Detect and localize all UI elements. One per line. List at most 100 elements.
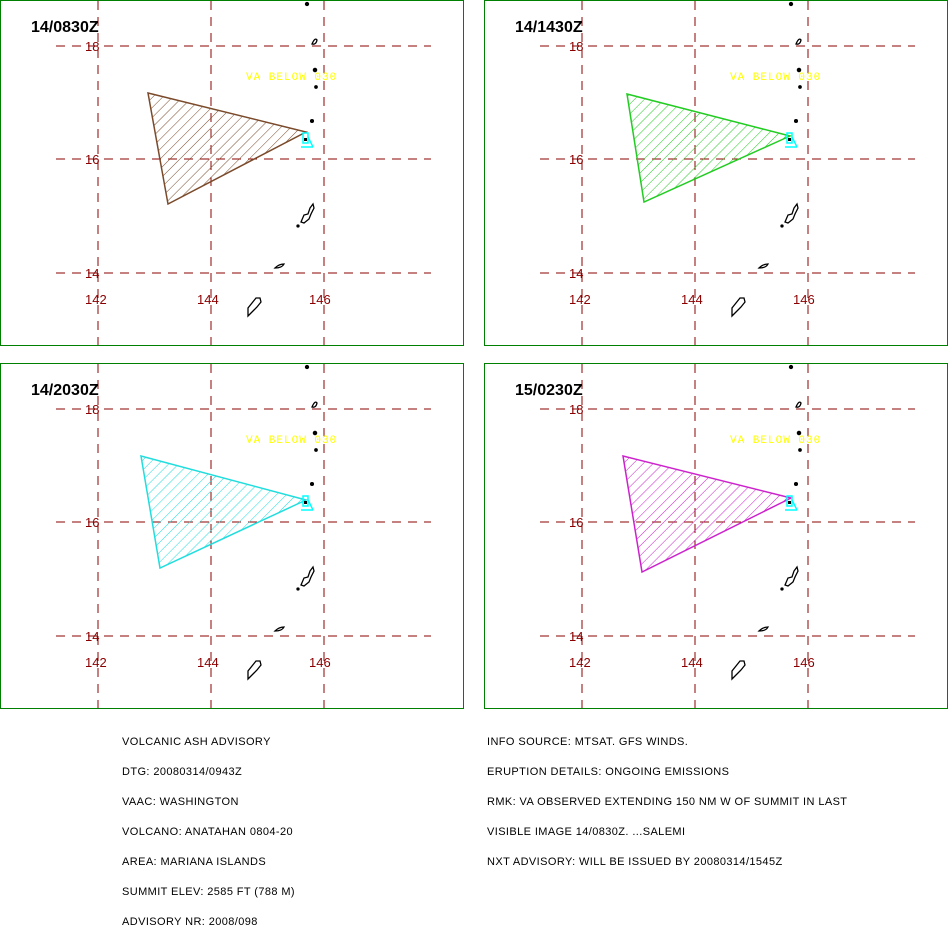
summit-marker-line <box>307 136 314 148</box>
va-height-annotation: VA BELOW 030 <box>246 72 337 84</box>
island <box>796 430 802 436</box>
mariana-islands <box>247 364 318 681</box>
island <box>757 263 770 269</box>
island <box>304 1 310 7</box>
advisory-number: ADVISORY NR: 2008/098 <box>122 916 258 928</box>
island <box>784 565 799 587</box>
advisory-volcano: VOLCANO: ANATAHAN 0804-20 <box>122 826 293 838</box>
latitude-label: 18 <box>85 39 99 54</box>
latitude-label: 14 <box>569 266 583 281</box>
island <box>793 118 799 124</box>
island-guam <box>731 297 746 318</box>
va-height-annotation: VA BELOW 030 <box>730 72 821 84</box>
longitude-label: 144 <box>197 292 219 307</box>
summit-marker-line <box>307 499 314 511</box>
advisory-dtg: DTG: 20080314/0943Z <box>122 766 243 778</box>
va-height-annotation: VA BELOW 030 <box>246 435 337 447</box>
island <box>796 67 802 73</box>
island <box>304 364 310 370</box>
panel-time: 15/0230Z <box>515 382 583 399</box>
summit-marker-dot <box>788 138 791 141</box>
summit-marker-line <box>791 499 798 511</box>
island <box>273 263 286 269</box>
island <box>314 448 318 452</box>
summit-marker <box>301 495 314 511</box>
latitude-label: 14 <box>569 629 583 644</box>
latitude-label: 16 <box>569 515 583 530</box>
longitude-label: 146 <box>309 292 331 307</box>
mariana-islands <box>731 364 802 681</box>
remark-line-1: RMK: VA OBSERVED EXTENDING 150 NM W OF S… <box>487 796 848 808</box>
longitude-label: 144 <box>681 655 703 670</box>
island-guam <box>247 297 262 318</box>
island <box>312 67 318 73</box>
island <box>312 430 318 436</box>
island <box>780 587 784 591</box>
latitude-label: 16 <box>85 515 99 530</box>
longitude-label: 146 <box>793 655 815 670</box>
eruption-details: ERUPTION DETAILS: ONGOING EMISSIONS <box>487 766 730 778</box>
latitude-label: 18 <box>569 39 583 54</box>
summit-marker-line <box>791 136 798 148</box>
summit-marker <box>785 132 798 148</box>
advisory-area: AREA: MARIANA ISLANDS <box>122 856 267 868</box>
island <box>309 118 315 124</box>
panel-map: 18 16 14 142 144 146 VA BELOW 030 <box>56 1 431 345</box>
longitude-label: 142 <box>85 292 107 307</box>
island <box>793 481 799 487</box>
latitude-label: 16 <box>569 152 583 167</box>
island <box>798 85 802 89</box>
advisory-vaac: VAAC: WASHINGTON <box>122 796 239 808</box>
latitude-label: 14 <box>85 629 99 644</box>
va-height-annotation: VA BELOW 030 <box>730 435 821 447</box>
latitude-label: 18 <box>569 402 583 417</box>
next-advisory: NXT ADVISORY: WILL BE ISSUED BY 20080314… <box>487 856 783 868</box>
summit-marker-dot <box>788 501 791 504</box>
panel-time: 14/2030Z <box>31 382 99 399</box>
island <box>795 401 802 408</box>
longitude-label: 142 <box>569 655 591 670</box>
advisory-remarks-block: INFO SOURCE: MTSAT. GFS WINDS. ERUPTION … <box>487 717 847 877</box>
info-source: INFO SOURCE: MTSAT. GFS WINDS. <box>487 736 689 748</box>
remark-line-2: VISIBLE IMAGE 14/0830Z. ...SALEMI <box>487 826 686 838</box>
longitude-label: 142 <box>85 655 107 670</box>
island <box>314 85 318 89</box>
latitude-label: 18 <box>85 402 99 417</box>
summit-marker <box>785 495 798 511</box>
advisory-header-block: VOLCANIC ASH ADVISORY DTG: 20080314/0943… <box>122 717 295 937</box>
panel-time: 14/1430Z <box>515 19 583 36</box>
longitude-label: 144 <box>197 655 219 670</box>
island <box>798 448 802 452</box>
latitude-label: 16 <box>85 152 99 167</box>
advisory-summit-elev: SUMMIT ELEV: 2585 FT (788 M) <box>122 886 295 898</box>
longitude-label: 146 <box>793 292 815 307</box>
latitude-label: 14 <box>85 266 99 281</box>
island-guam <box>731 660 746 681</box>
longitude-label: 142 <box>569 292 591 307</box>
advisory-title: VOLCANIC ASH ADVISORY <box>122 736 271 748</box>
island <box>296 224 300 228</box>
panel-map: 18 16 14 142 144 146 VA BELOW 030 <box>540 364 915 708</box>
forecast-panel-4: 18 16 14 142 144 146 VA BELOW 030 15/0230Z <box>484 363 948 709</box>
island <box>788 364 794 370</box>
island <box>780 224 784 228</box>
island <box>311 38 318 45</box>
island <box>757 626 770 632</box>
island <box>784 202 799 224</box>
island <box>795 38 802 45</box>
longitude-label: 144 <box>681 292 703 307</box>
island <box>788 1 794 7</box>
panel-map: 18 16 14 142 144 146 VA BELOW 030 <box>540 1 915 345</box>
island <box>296 587 300 591</box>
island <box>300 565 315 587</box>
island <box>300 202 315 224</box>
island <box>273 626 286 632</box>
panel-map: 18 16 14 142 144 146 VA BELOW 030 <box>56 364 431 708</box>
ash-cloud-polygon <box>626 92 793 204</box>
summit-marker <box>301 132 314 148</box>
summit-marker-dot <box>304 501 307 504</box>
ash-cloud-polygon <box>140 454 309 570</box>
ash-cloud-polygon <box>622 454 794 574</box>
summit-marker-dot <box>304 138 307 141</box>
longitude-label: 146 <box>309 655 331 670</box>
